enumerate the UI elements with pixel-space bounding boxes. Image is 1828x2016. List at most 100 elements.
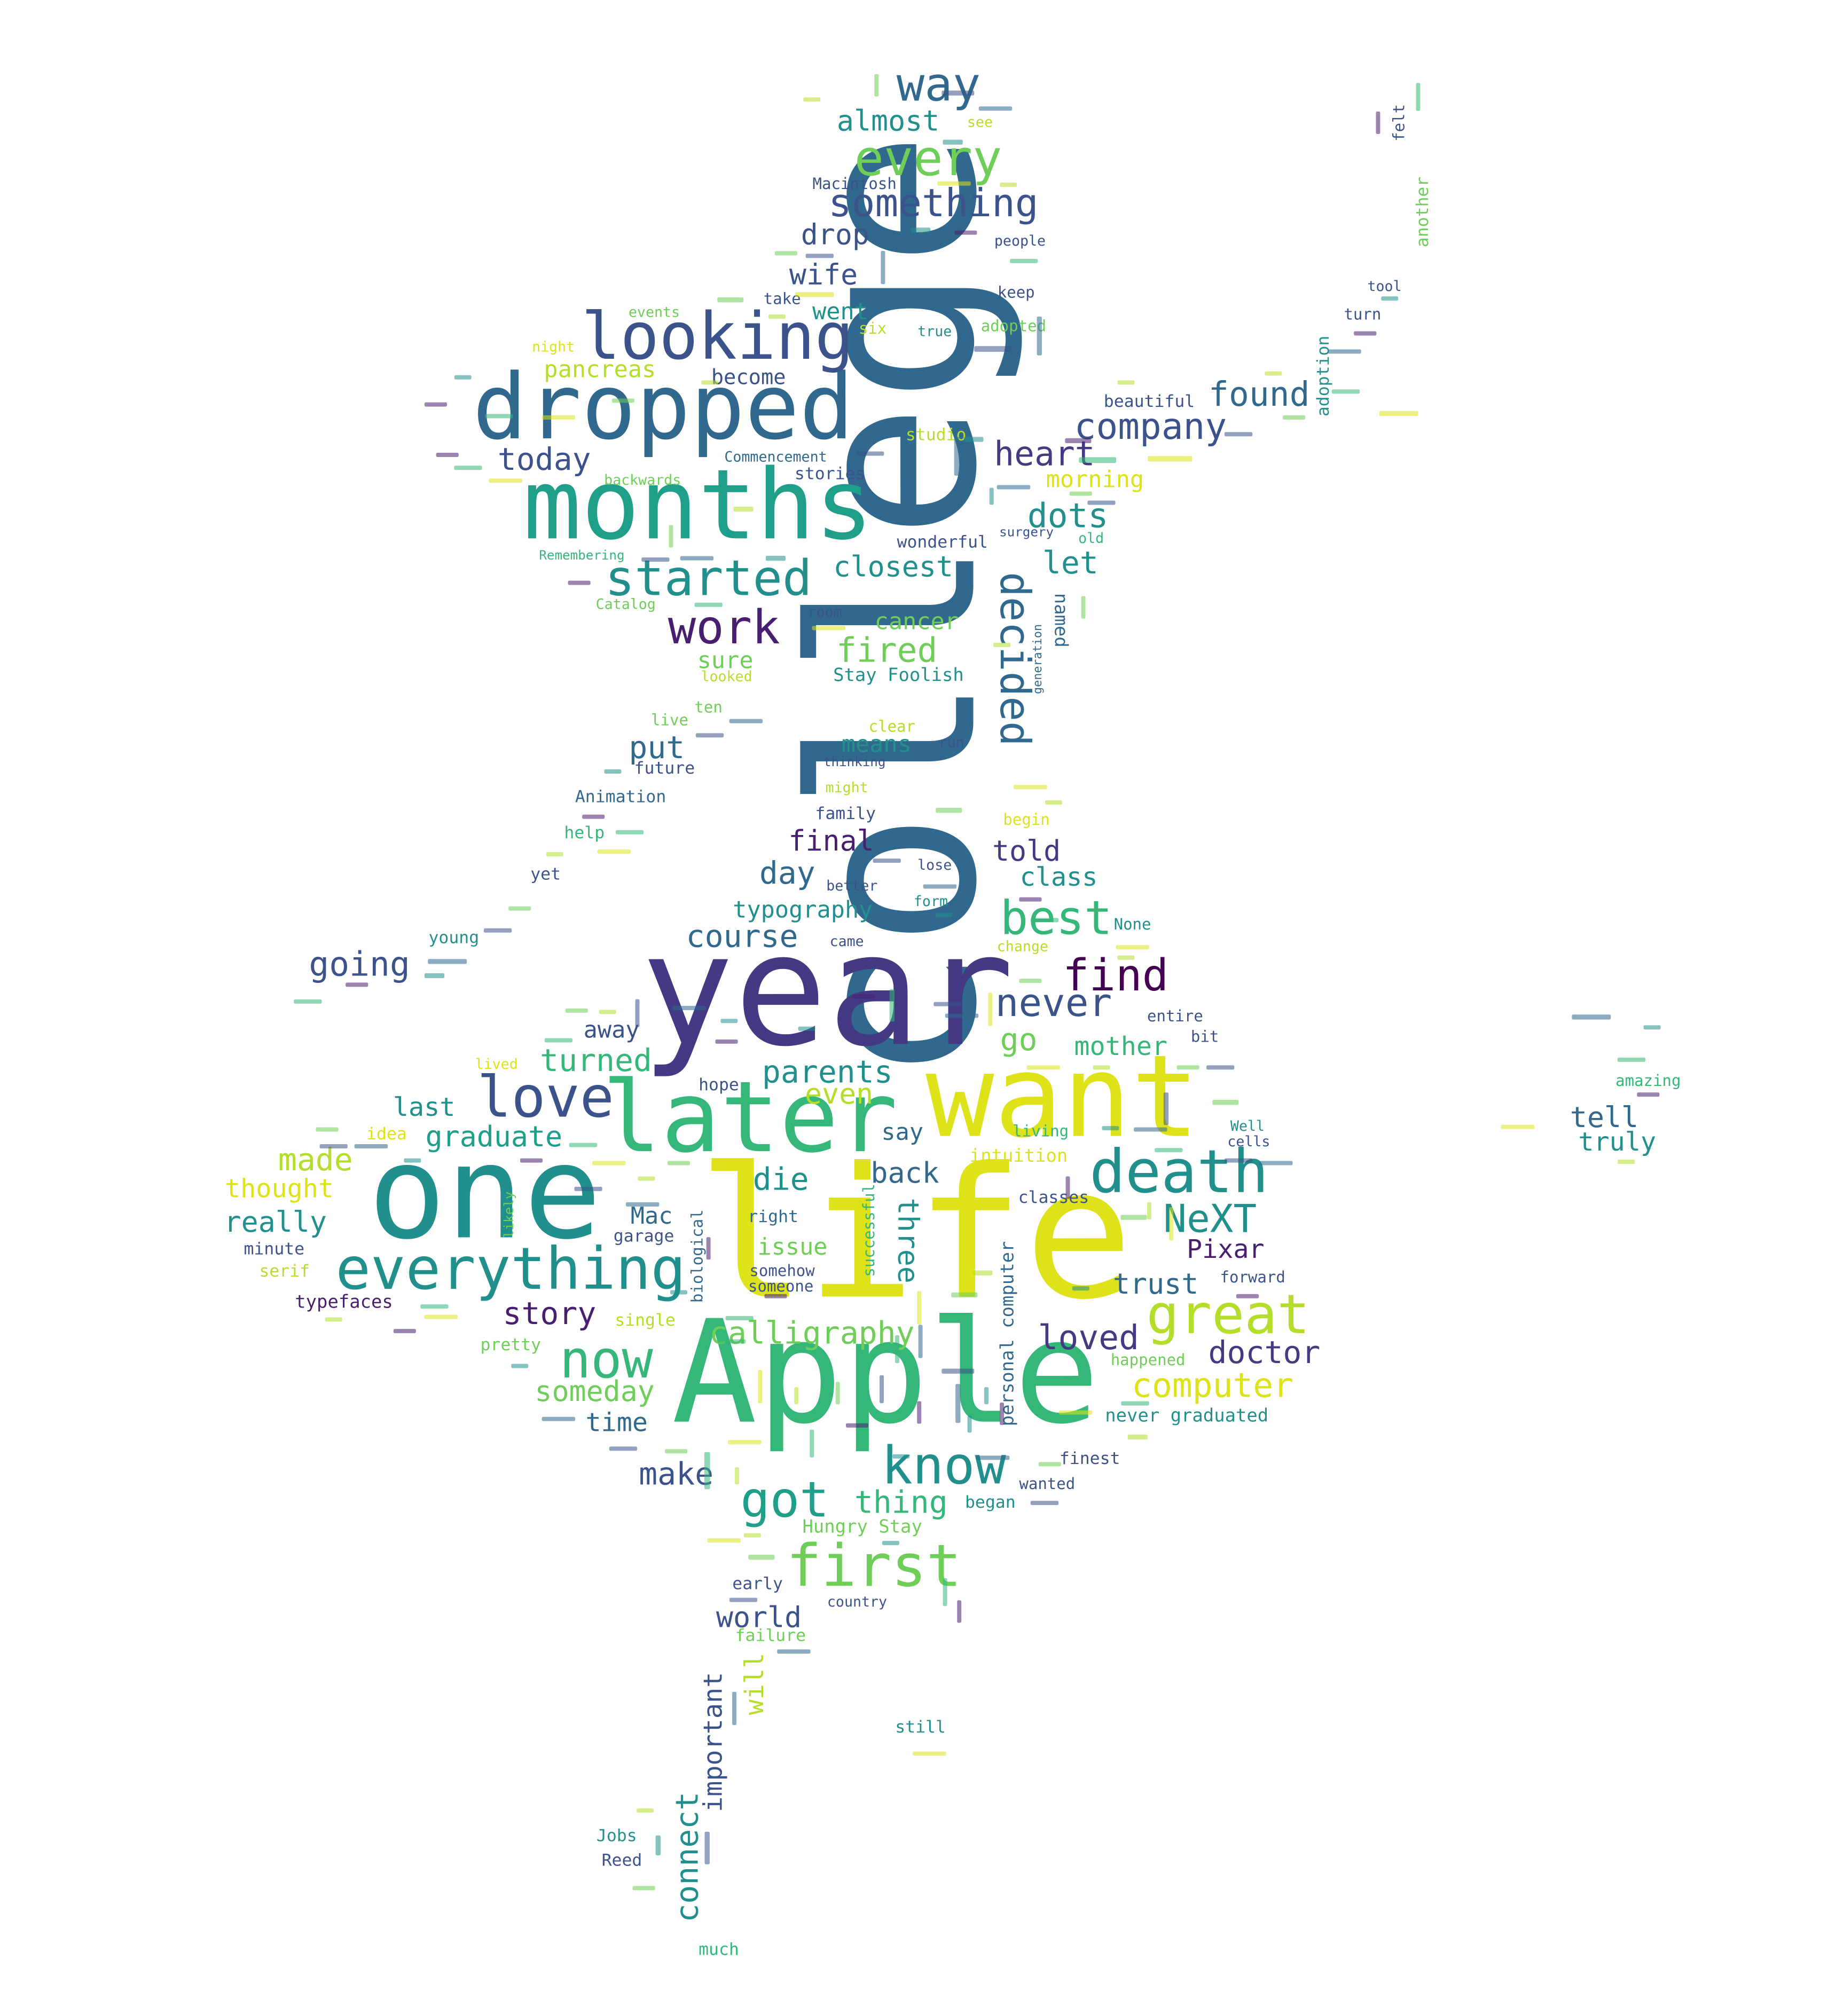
word-garage: garage	[614, 1226, 674, 1246]
word-wanted: wanted	[1019, 1475, 1075, 1493]
tiny-word-mark	[728, 1440, 762, 1445]
tiny-word-mark	[935, 912, 953, 917]
word-important: important	[699, 1672, 728, 1812]
tiny-word-mark	[748, 1555, 775, 1560]
word-reed: Reed	[602, 1851, 642, 1870]
tiny-word-mark	[436, 453, 459, 458]
tiny-word-mark	[665, 1449, 688, 1454]
word-parents: parents	[762, 1054, 893, 1090]
word-went: went	[812, 298, 868, 325]
word-go: go	[1000, 1021, 1038, 1058]
word-remembering: Remembering	[539, 548, 624, 563]
tiny-word-mark	[725, 1316, 754, 1320]
word-felt: felt	[1390, 104, 1408, 141]
word-something: something	[828, 181, 1038, 226]
tiny-word-mark	[1265, 371, 1282, 376]
tiny-word-mark	[988, 993, 993, 1026]
tiny-word-mark	[592, 1161, 626, 1166]
tiny-word-mark	[1224, 1158, 1253, 1163]
tiny-word-mark	[765, 556, 786, 561]
tiny-word-mark	[546, 852, 563, 856]
tiny-word-mark	[420, 1304, 449, 1309]
tiny-word-mark	[923, 884, 957, 889]
word-hope: hope	[699, 1075, 739, 1094]
word-last: last	[393, 1092, 456, 1122]
tiny-word-mark	[955, 1384, 961, 1423]
tiny-word-mark	[424, 402, 447, 407]
word-clear: clear	[869, 718, 915, 736]
word-one: one	[368, 1117, 601, 1268]
tiny-word-mark	[835, 1382, 840, 1405]
tiny-word-mark	[1224, 432, 1253, 437]
tiny-word-mark	[1212, 1100, 1239, 1105]
tiny-word-mark	[1283, 415, 1306, 420]
tiny-word-mark	[1065, 1176, 1070, 1199]
tiny-word-mark	[1065, 438, 1092, 444]
tiny-word-mark	[910, 227, 931, 233]
word-adoption: adoption	[1314, 336, 1333, 416]
word-mother: mother	[1074, 1031, 1167, 1061]
tiny-word-mark	[794, 1387, 799, 1405]
word-typography: typography	[733, 896, 873, 923]
word-keep: keep	[998, 283, 1035, 301]
word-surgery: surgery	[999, 524, 1054, 539]
tiny-word-mark	[734, 1467, 739, 1485]
word-macintosh: Macintosh	[813, 175, 897, 193]
tiny-word-mark	[954, 230, 977, 235]
word-living: living	[1013, 1122, 1069, 1140]
word-came: came	[830, 933, 864, 950]
word-generation: generation	[1031, 624, 1045, 694]
tiny-word-mark	[483, 928, 512, 933]
tiny-word-mark	[715, 1039, 738, 1044]
word-never: never	[995, 981, 1112, 1026]
tiny-word-mark	[733, 507, 754, 512]
word-cells: cells	[1227, 1133, 1270, 1150]
tiny-word-mark	[942, 90, 975, 96]
word-means: means	[842, 731, 912, 758]
tiny-word-mark	[354, 1144, 388, 1148]
word-successful: successful	[860, 1184, 878, 1277]
tiny-word-mark	[882, 1541, 899, 1546]
word-year: year	[641, 900, 1015, 1081]
word-take: take	[764, 290, 801, 308]
tiny-word-mark	[542, 415, 576, 420]
word-none: None	[1114, 915, 1151, 933]
word-ten: ten	[694, 698, 722, 716]
tiny-word-mark	[976, 1455, 1010, 1460]
tiny-word-mark	[1381, 296, 1399, 301]
word-idea: idea	[366, 1124, 407, 1144]
word-every: every	[854, 130, 1002, 187]
word-change: change	[997, 939, 1048, 955]
tiny-word-mark	[1376, 111, 1380, 135]
word-calligraphy: calligraphy	[709, 1314, 915, 1351]
word-another: another	[1413, 177, 1432, 248]
word-lose: lose	[917, 857, 952, 873]
tiny-word-mark	[325, 1317, 342, 1322]
word-truly: truly	[1578, 1127, 1656, 1157]
tiny-word-mark	[942, 1368, 975, 1374]
tiny-word-mark	[943, 139, 963, 145]
tiny-word-mark	[511, 1364, 529, 1368]
tiny-word-mark	[729, 719, 763, 723]
tiny-word-mark	[1026, 1065, 1060, 1070]
word-class: class	[1020, 862, 1098, 892]
word-typefaces: typefaces	[295, 1291, 393, 1312]
tiny-word-mark	[582, 814, 605, 819]
word-computer: computer	[1132, 1366, 1293, 1405]
word-life: life	[697, 1128, 1133, 1339]
tiny-word-mark	[597, 849, 631, 854]
tiny-word-mark	[913, 1751, 946, 1756]
word-even: even	[805, 1077, 873, 1111]
word-found: found	[1209, 375, 1309, 414]
word-work: work	[668, 600, 780, 655]
tiny-word-mark	[655, 1835, 661, 1856]
word-family: family	[815, 804, 876, 823]
word-final: final	[788, 824, 874, 857]
word-live: live	[651, 711, 688, 729]
tiny-word-mark	[951, 1292, 978, 1298]
tiny-word-mark	[918, 1325, 923, 1358]
word-bit: bit	[1191, 1028, 1219, 1046]
word-forward: forward	[1220, 1268, 1285, 1286]
tiny-word-mark	[404, 1158, 421, 1163]
word-looked: looked	[701, 668, 752, 685]
